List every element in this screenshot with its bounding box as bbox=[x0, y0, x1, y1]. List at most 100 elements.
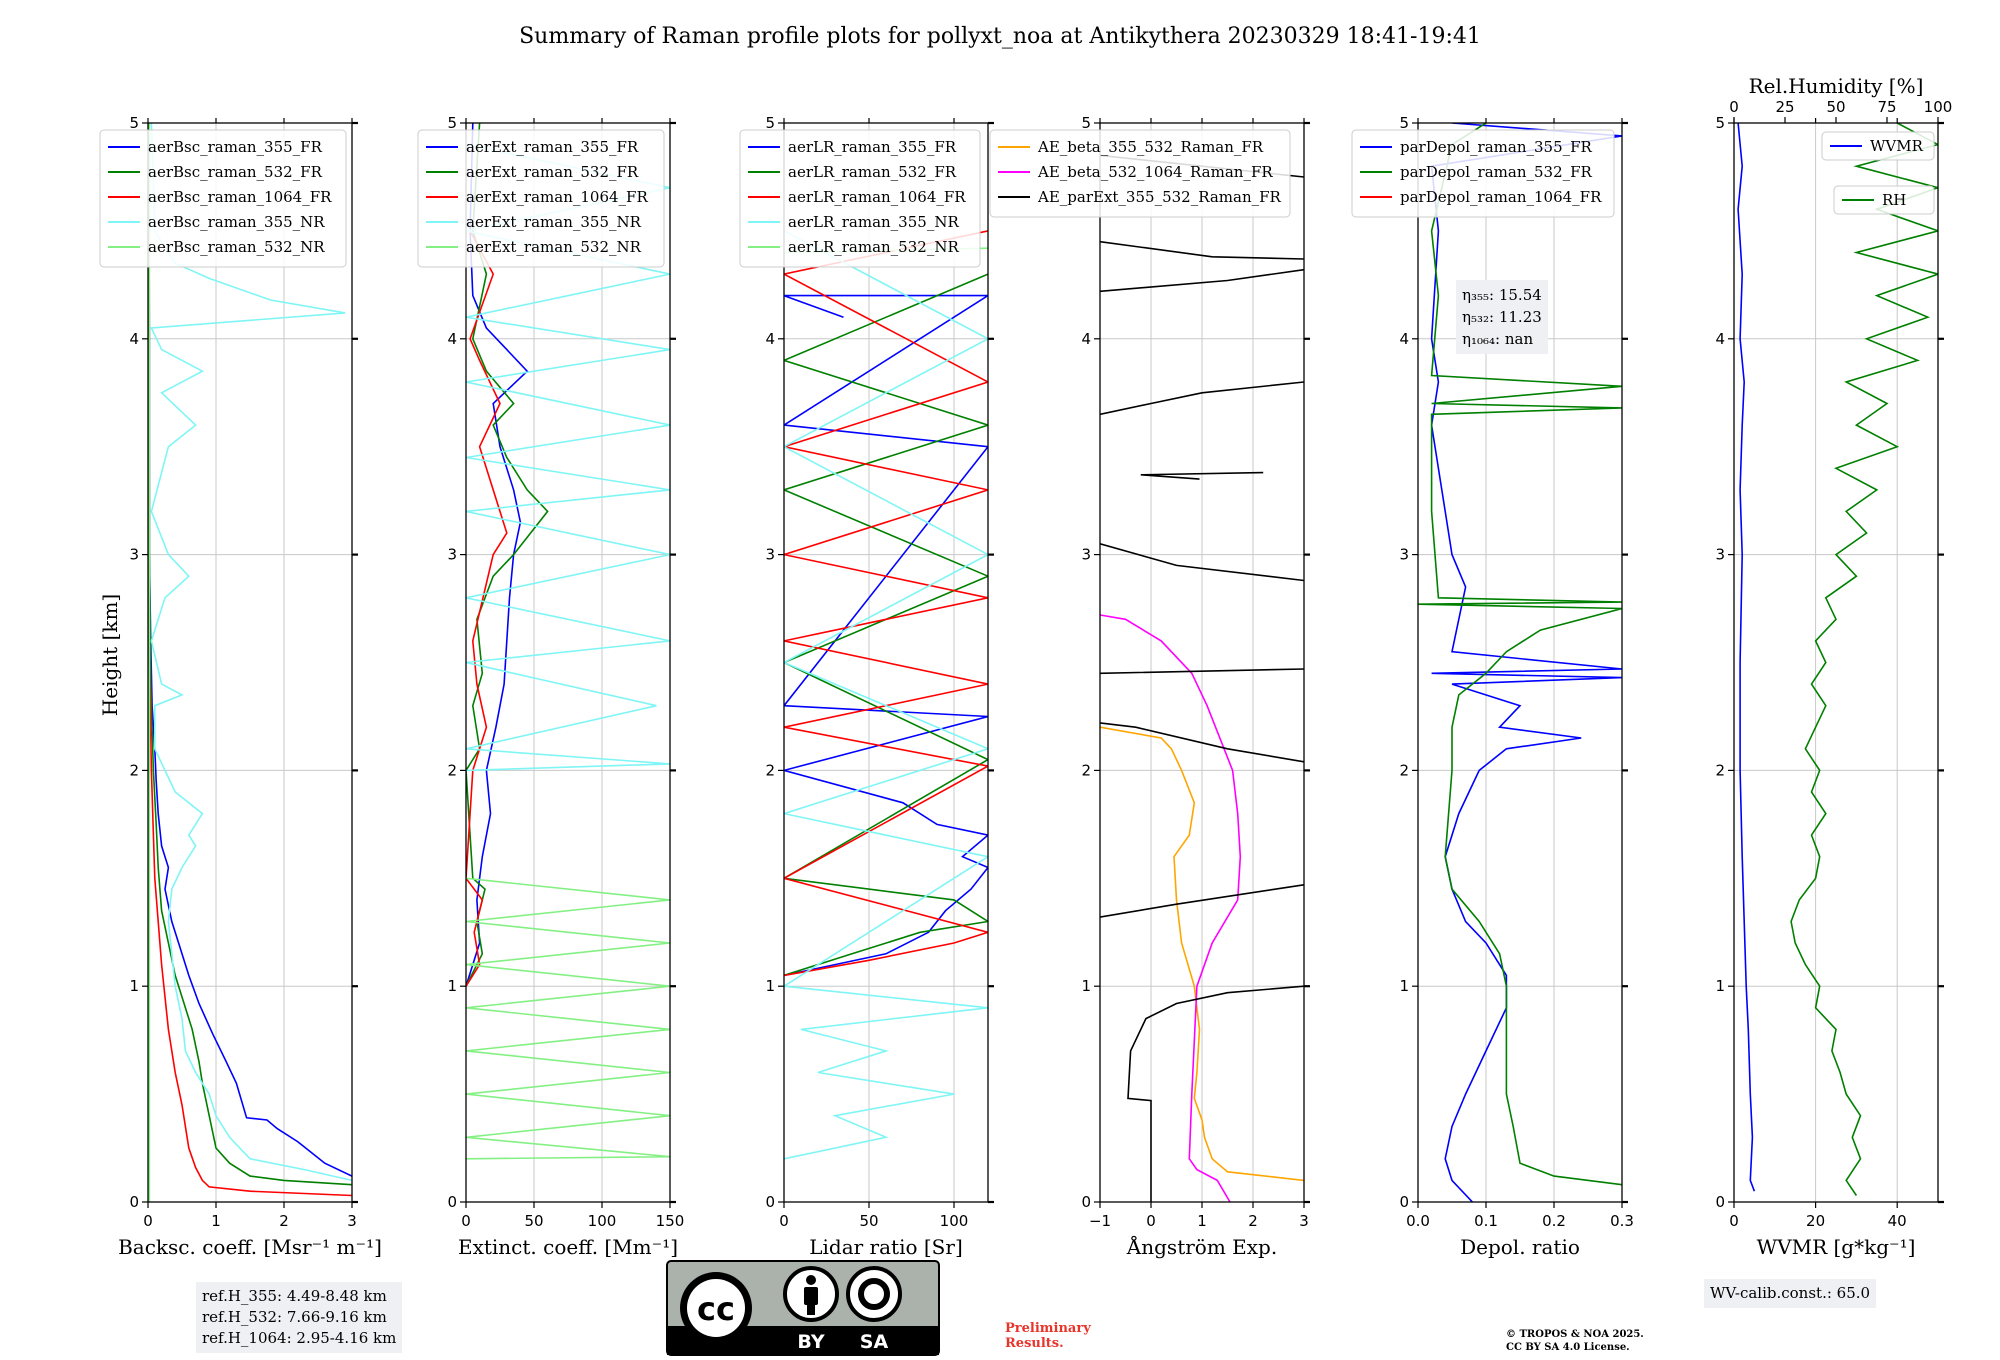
legend: parDepol_raman_355_FR parDepol_raman_532_… bbox=[1351, 129, 1615, 218]
y-tick-label: 4 bbox=[1715, 330, 1725, 348]
y-tick-label: 2 bbox=[765, 761, 775, 779]
legend: aerExt_raman_355_FR aerExt_raman_532_FRae… bbox=[417, 129, 665, 268]
series-line-aerLR_raman_355_FR bbox=[784, 294, 988, 977]
y-tick-label: 3 bbox=[1081, 546, 1091, 564]
legend-box bbox=[989, 129, 1291, 218]
y-tick-label: 5 bbox=[447, 114, 457, 132]
panel-2: 0 50 100 150 0 1 2 3 4 5 Extinct. coeff. [Mm⁻¹] aer… bbox=[417, 114, 684, 1259]
y-tick-label: 0 bbox=[129, 1193, 139, 1211]
legend-entry: aerLR_raman_355_NR bbox=[788, 213, 959, 231]
series-line-aerExt_raman_355_NR bbox=[466, 143, 670, 772]
axes-frame bbox=[465, 122, 671, 1203]
legend-entry: aerExt_raman_532_FR bbox=[466, 163, 639, 181]
series-line-AE_beta_532_1064_Raman_FR bbox=[1100, 614, 1242, 1202]
series-line-aerBsc_raman_1064_FR bbox=[148, 123, 352, 1197]
x-tick-label: 50 bbox=[524, 1212, 543, 1230]
legend-box bbox=[1821, 131, 1935, 161]
y-tick-label: 5 bbox=[129, 114, 139, 132]
series-group bbox=[148, 123, 352, 1202]
legend-box bbox=[739, 129, 981, 268]
cc-sa-label: SA bbox=[860, 1331, 889, 1353]
x-tick-label: 20 bbox=[1806, 1212, 1825, 1230]
wv-calib-box: WV-calib.const.: 65.0 bbox=[1704, 1279, 1877, 1308]
legend: AE_beta_355_532_Raman_FR AE_beta_532_1064… bbox=[989, 129, 1291, 218]
series-line-aerBsc_raman_355_FR bbox=[148, 123, 352, 1177]
y-tick-label: 1 bbox=[1399, 977, 1409, 995]
y-tick-label: 5 bbox=[1715, 114, 1725, 132]
panel-3: 0 50 100 0 1 2 3 4 5 Lidar ratio [Sr] aerLR_raman_… bbox=[739, 114, 994, 1259]
reference-heights-box: ref.H_355: 4.49-8.48 km ref.H_532: 7.66-… bbox=[196, 1282, 403, 1353]
copyright-line-2: CC BY SA 4.0 License. bbox=[1506, 1342, 1630, 1353]
y-tick-label: 5 bbox=[765, 114, 775, 132]
x-axis-label: WVMR [g*kg⁻¹] bbox=[1757, 1235, 1916, 1259]
x-tick-label: 3 bbox=[347, 1212, 357, 1230]
x-tick-label: 1 bbox=[211, 1212, 221, 1230]
x-tick-label: 0 bbox=[461, 1212, 471, 1230]
axes-frame bbox=[147, 122, 353, 1203]
preliminary-line-2: Results. bbox=[1005, 1336, 1064, 1351]
legend-box bbox=[417, 129, 665, 268]
x-tick-label: 0 bbox=[1146, 1212, 1156, 1230]
y-tick-label: 2 bbox=[447, 761, 457, 779]
y-tick-label: 2 bbox=[1715, 761, 1725, 779]
top-x-tick-label: 50 bbox=[1826, 98, 1845, 116]
y-tick-label: 0 bbox=[1715, 1193, 1725, 1211]
series-line-AE_parExt_355_532_Raman_FR bbox=[1100, 154, 1304, 1202]
x-tick-label: 50 bbox=[859, 1212, 878, 1230]
y-tick-label: 1 bbox=[1081, 977, 1091, 995]
series-line-aerLR_raman_532_FR bbox=[784, 273, 988, 977]
x-tick-label: 40 bbox=[1888, 1212, 1907, 1230]
series-line-aerBsc_raman_532_FR bbox=[148, 123, 352, 1186]
legend-entry: aerExt_raman_355_NR bbox=[466, 213, 642, 231]
legend-entry: aerBsc_raman_1064_FR bbox=[148, 188, 332, 206]
top-x-axis-label: Rel.Humidity [%] bbox=[1749, 74, 1924, 98]
legend-entry: parDepol_raman_532_FR bbox=[1400, 163, 1593, 181]
eta-1064: η₁₀₆₄: nan bbox=[1462, 330, 1534, 348]
series-line-aerLR_raman_1064_FR bbox=[784, 230, 988, 977]
panel-1: 0 1 2 3 0 1 2 3 4 5 Backsc. coeff. [Msr⁻¹ m⁻¹] aerB… bbox=[99, 114, 382, 1259]
panel-5: 0.0 0.1 0.2 0.3 0 1 2 3 4 5 Depol. ratio parDepol_r… bbox=[1351, 114, 1634, 1259]
y-tick-label: 0 bbox=[1399, 1193, 1409, 1211]
legend: aerBsc_raman_355_FR aerBsc_raman_532_FRae… bbox=[99, 129, 347, 268]
eta-box: η₃₅₅: 15.54 η₅₃₂: 11.23 η₁₀₆₄: nan bbox=[1456, 280, 1548, 354]
legend-entry: parDepol_raman_355_FR bbox=[1400, 138, 1593, 156]
x-axis-label: Extinct. coeff. [Mm⁻¹] bbox=[458, 1235, 678, 1259]
legend-entry: aerExt_raman_1064_FR bbox=[466, 188, 648, 206]
y-tick-label: 1 bbox=[447, 977, 457, 995]
y-tick-label: 3 bbox=[1715, 546, 1725, 564]
axes-frame bbox=[783, 122, 989, 1203]
top-x-tick-label: 25 bbox=[1775, 98, 1794, 116]
ref-height-532: ref.H_532: 7.66-9.16 km bbox=[202, 1308, 387, 1326]
x-tick-label: 0.1 bbox=[1474, 1212, 1498, 1230]
legend-box bbox=[99, 129, 347, 268]
y-tick-label: 2 bbox=[129, 761, 139, 779]
series-line-aerExt_raman_355_FR bbox=[466, 123, 529, 987]
y-tick-label: 4 bbox=[765, 330, 775, 348]
legend-entry: AE_beta_532_1064_Raman_FR bbox=[1037, 163, 1273, 181]
legend-entry: aerBsc_raman_355_NR bbox=[148, 213, 325, 231]
x-tick-label: −1 bbox=[1089, 1212, 1111, 1230]
y-tick-label: 1 bbox=[1715, 977, 1725, 995]
svg-text:cc: cc bbox=[697, 1290, 735, 1328]
copyright-note: © TROPOS & NOA 2025. CC BY SA 4.0 Licens… bbox=[1506, 1328, 1644, 1354]
axes-frame bbox=[1417, 122, 1623, 1203]
legend-entry: aerBsc_raman_532_FR bbox=[148, 163, 323, 181]
y-tick-label: 0 bbox=[765, 1193, 775, 1211]
ref-height-355: ref.H_355: 4.49-8.48 km bbox=[202, 1287, 387, 1305]
top-x-tick-label: 75 bbox=[1877, 98, 1896, 116]
series-line-aerExt_raman_532_FR bbox=[466, 123, 549, 987]
x-tick-label: 1 bbox=[1197, 1212, 1207, 1230]
series-line-aerBsc_raman_355_NR bbox=[150, 123, 352, 1182]
y-tick-label: 4 bbox=[1081, 330, 1091, 348]
top-x-tick-label: 0 bbox=[1729, 98, 1739, 116]
y-tick-label: 3 bbox=[1399, 546, 1409, 564]
series-group bbox=[1737, 123, 1938, 1196]
legend-entry: AE_beta_355_532_Raman_FR bbox=[1037, 138, 1264, 156]
y-tick-label: 2 bbox=[1081, 761, 1091, 779]
series-group bbox=[1100, 154, 1304, 1202]
legend-RH: RH bbox=[1833, 185, 1935, 215]
y-tick-label: 1 bbox=[129, 977, 139, 995]
